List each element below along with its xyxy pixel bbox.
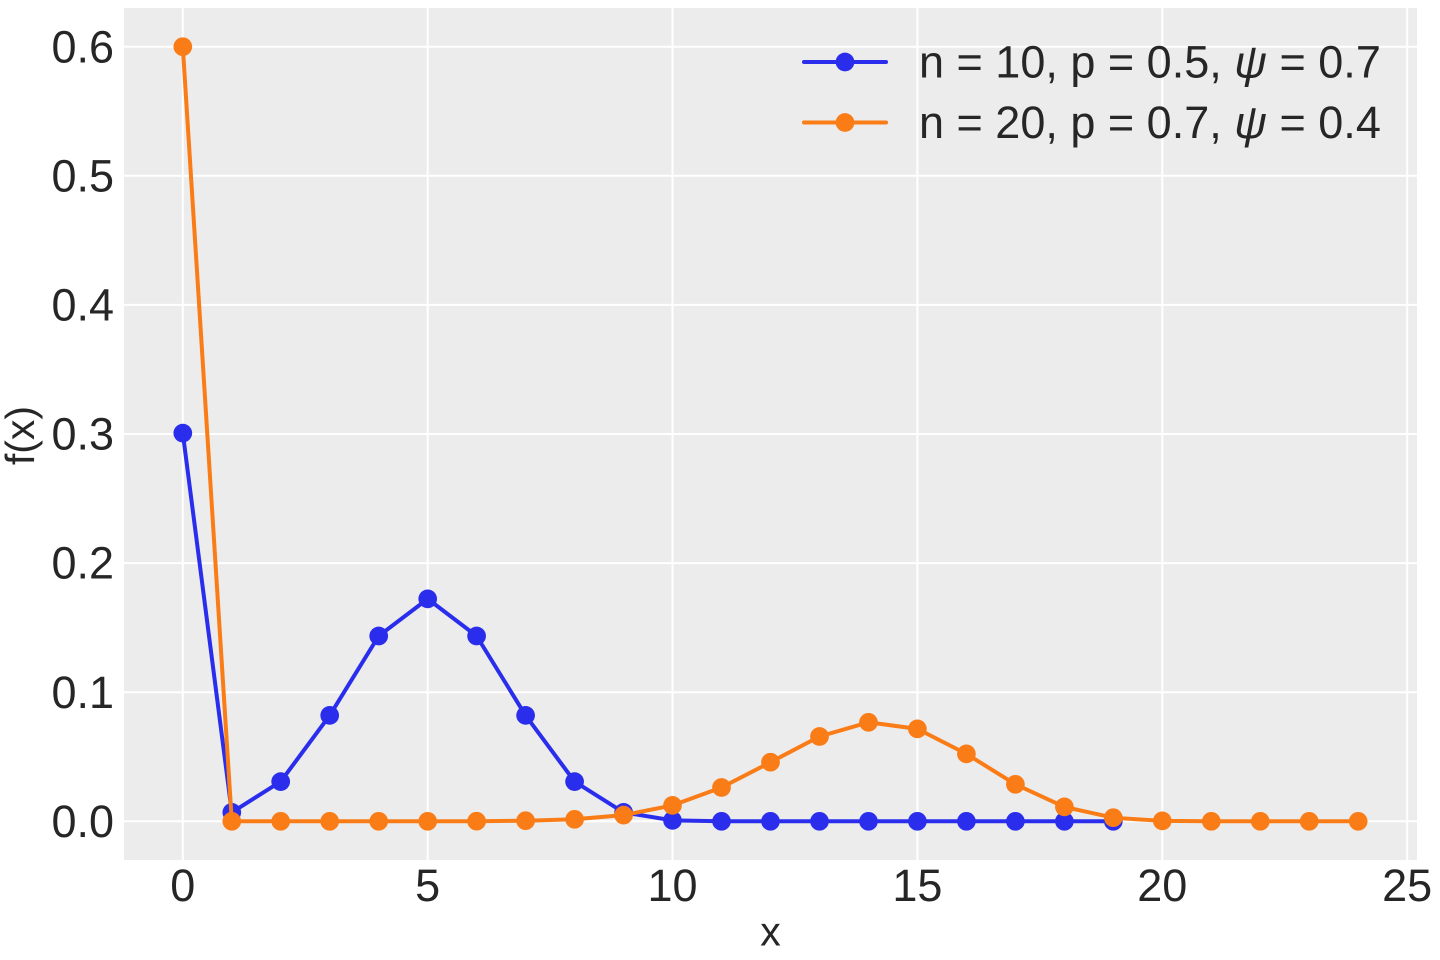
svg-text:0.4: 0.4 — [51, 280, 114, 331]
svg-text:0.5: 0.5 — [51, 150, 114, 201]
svg-text:0.3: 0.3 — [51, 409, 114, 460]
svg-text:20: 20 — [1137, 860, 1187, 911]
svg-text:15: 15 — [892, 860, 942, 911]
svg-text:0.2: 0.2 — [51, 538, 114, 589]
svg-text:5: 5 — [415, 860, 440, 911]
svg-text:x: x — [760, 909, 781, 955]
svg-text:n = 10, p = 0.5, ψ = 0.7: n = 10, p = 0.5, ψ = 0.7 — [919, 37, 1381, 88]
svg-text:0.6: 0.6 — [51, 21, 114, 72]
svg-text:0.0: 0.0 — [51, 796, 114, 847]
svg-text:25: 25 — [1382, 860, 1432, 911]
svg-text:0: 0 — [170, 860, 195, 911]
svg-text:10: 10 — [647, 860, 697, 911]
svg-text:n = 20, p = 0.7, ψ = 0.4: n = 20, p = 0.7, ψ = 0.4 — [919, 97, 1381, 148]
svg-text:0.1: 0.1 — [51, 667, 114, 718]
svg-text:f(x): f(x) — [0, 406, 43, 465]
